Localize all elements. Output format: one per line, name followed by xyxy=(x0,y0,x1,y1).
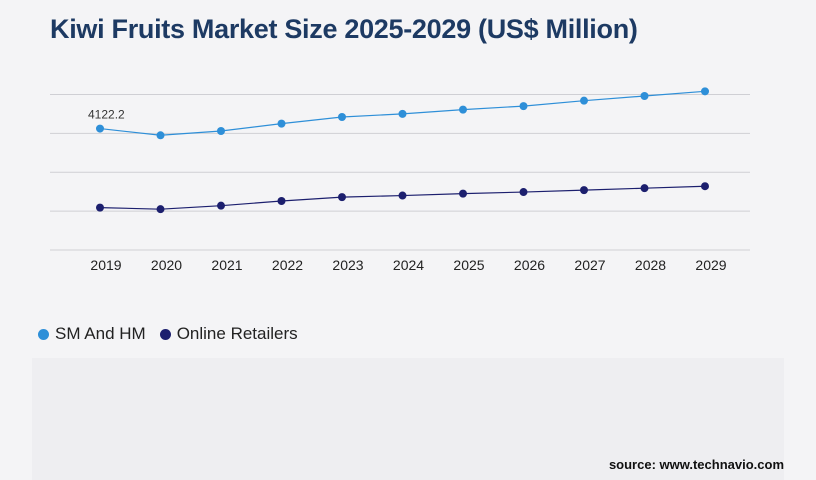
legend-marker-online-retailers xyxy=(159,328,171,340)
data-point-sm-and-hm-2027[interactable] xyxy=(580,96,588,105)
legend-item-sm-and-hm[interactable]: SM And HM xyxy=(38,324,146,344)
x-tick-label-2026: 2026 xyxy=(514,257,545,273)
legend-item-online-retailers[interactable]: Online Retailers xyxy=(159,324,298,344)
chart-title: Kiwi Fruits Market Size 2025-2029 (US$ M… xyxy=(50,14,638,44)
source-credit: source: www.technavio.com xyxy=(608,457,784,472)
legend-label-sm-and-hm: SM And HM xyxy=(55,324,146,343)
data-labels: 4122.2 xyxy=(88,108,125,122)
data-point-sm-and-hm-2023[interactable] xyxy=(338,113,346,121)
data-point-sm-and-hm-2022[interactable] xyxy=(277,119,286,128)
x-tick-label-2020: 2020 xyxy=(151,257,182,273)
data-point-online-retailers-2027[interactable] xyxy=(580,186,588,195)
x-tick-label-2027: 2027 xyxy=(574,257,605,273)
x-tick-label-2029: 2029 xyxy=(695,257,726,273)
data-point-sm-and-hm-2028[interactable] xyxy=(640,92,649,100)
data-label-sm-and-hm-2019: 4122.2 xyxy=(88,108,125,122)
x-tick-label-2028: 2028 xyxy=(635,257,666,273)
data-point-online-retailers-2020[interactable] xyxy=(156,205,165,214)
x-tick-label-2021: 2021 xyxy=(211,257,242,273)
data-point-sm-and-hm-2021[interactable] xyxy=(217,127,225,135)
background-panel xyxy=(32,358,784,480)
x-tick-label-2024: 2024 xyxy=(393,257,424,273)
series-points xyxy=(96,87,709,214)
data-point-sm-and-hm-2019[interactable] xyxy=(96,124,104,133)
series-lines xyxy=(99,90,706,210)
x-tick-label-2022: 2022 xyxy=(272,257,303,273)
data-point-sm-and-hm-2029[interactable] xyxy=(701,87,709,96)
x-axis: 2019 2020 2021 2022 2023 2024 2025 2026 2027 2028… xyxy=(90,257,726,273)
legend-marker-sm-and-hm xyxy=(38,328,49,340)
data-point-online-retailers-2023[interactable] xyxy=(338,193,346,202)
data-point-online-retailers-2022[interactable] xyxy=(277,197,286,205)
x-tick-label-2019: 2019 xyxy=(90,257,121,273)
data-point-online-retailers-2029[interactable] xyxy=(701,182,709,191)
data-point-online-retailers-2026[interactable] xyxy=(519,188,528,197)
data-point-online-retailers-2028[interactable] xyxy=(640,184,649,193)
legend: SM And HM Online Retailers xyxy=(38,324,298,344)
gridlines xyxy=(50,93,750,251)
x-tick-label-2023: 2023 xyxy=(332,257,363,273)
data-point-online-retailers-2021[interactable] xyxy=(217,201,225,210)
legend-label-online-retailers: Online Retailers xyxy=(176,324,298,343)
data-point-sm-and-hm-2025[interactable] xyxy=(459,105,467,114)
data-point-online-retailers-2019[interactable] xyxy=(96,203,104,212)
data-point-online-retailers-2024[interactable] xyxy=(398,191,407,200)
x-tick-label-2025: 2025 xyxy=(453,257,484,273)
data-point-sm-and-hm-2020[interactable] xyxy=(156,131,165,140)
data-point-sm-and-hm-2024[interactable] xyxy=(398,109,407,118)
data-point-sm-and-hm-2026[interactable] xyxy=(519,102,528,111)
data-point-online-retailers-2025[interactable] xyxy=(459,189,467,198)
